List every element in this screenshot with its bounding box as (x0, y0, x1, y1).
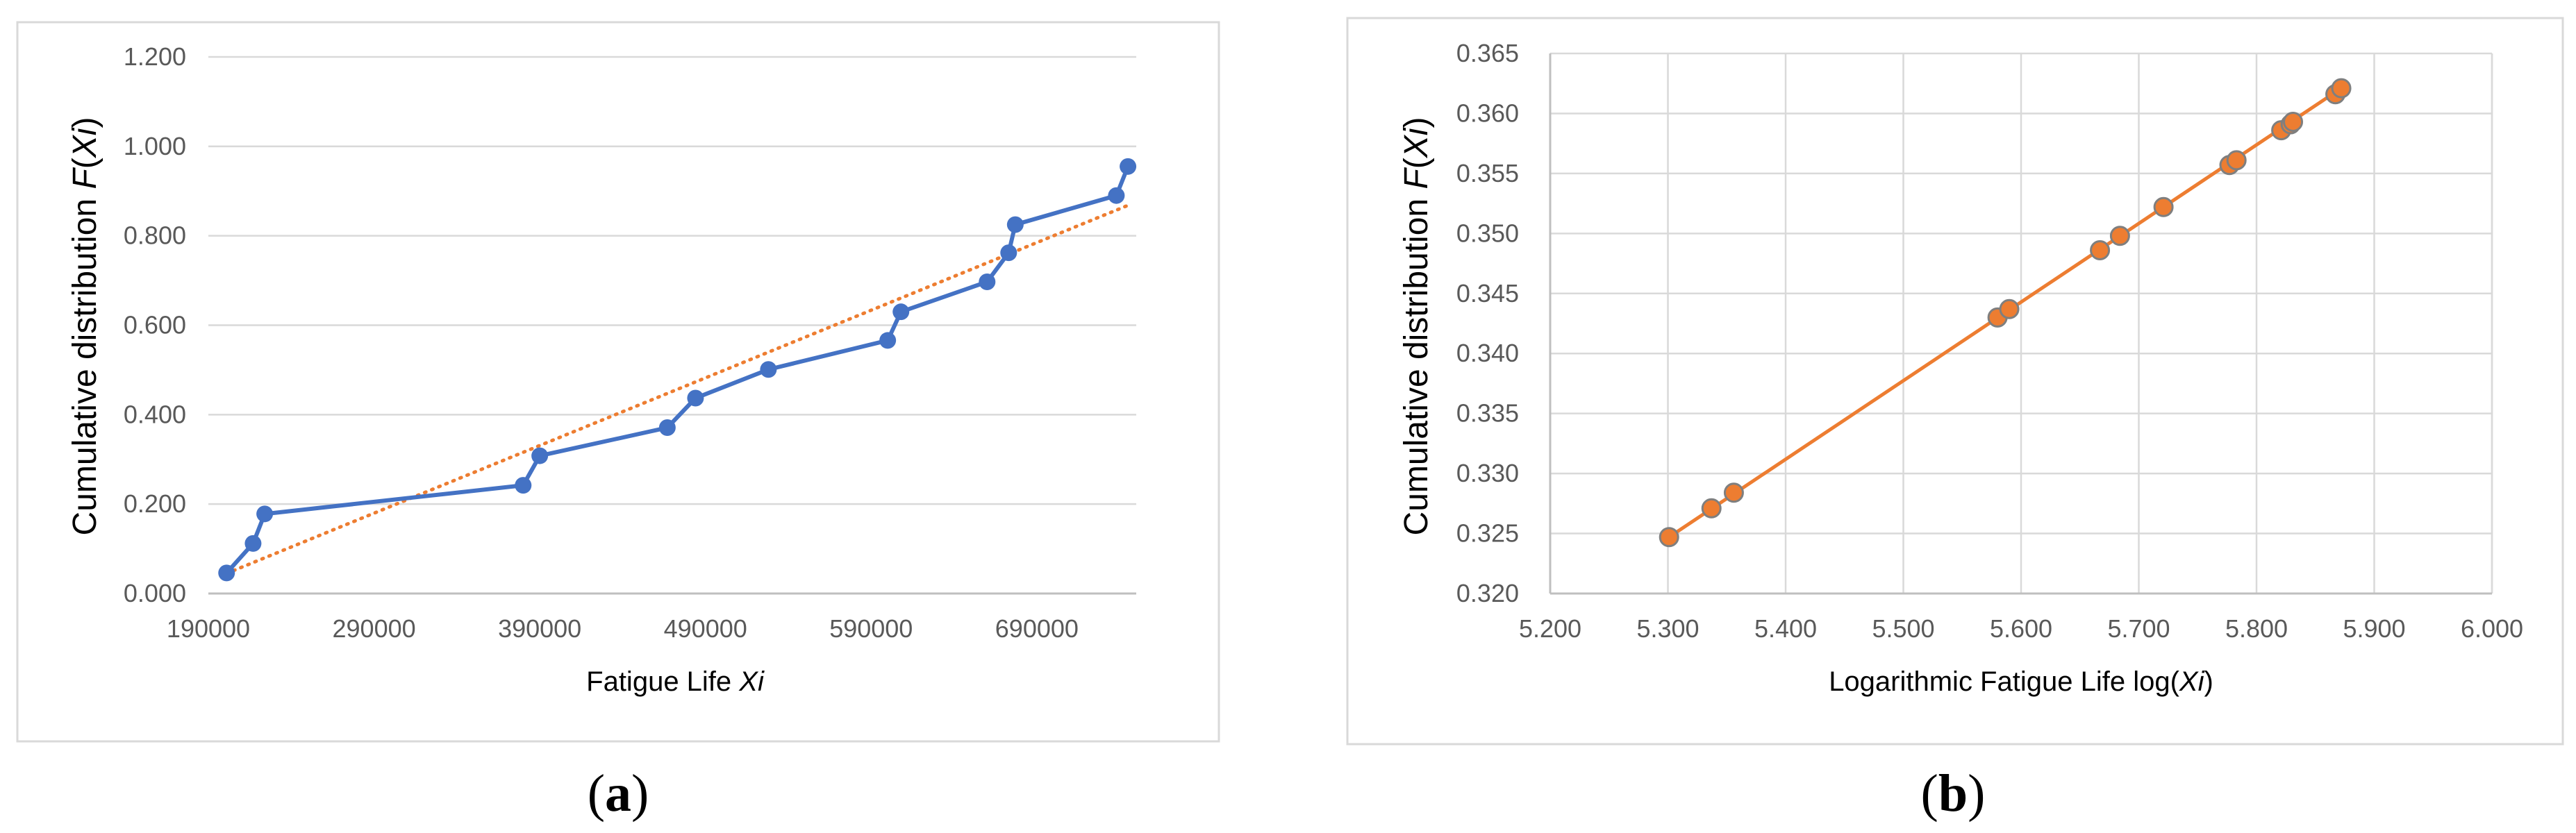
chart-b-x-tick-label: 5.400 (1754, 614, 1817, 643)
chart-a-data-point (1120, 158, 1137, 175)
chart-b-data-point (2226, 150, 2247, 171)
chart-a-series-group (218, 158, 1137, 582)
chart-a-data-point (256, 505, 274, 523)
chart-b-data-point (2090, 240, 2111, 261)
chart-b-data-point (1659, 527, 1679, 548)
chart-b-gridlines (1550, 52, 2493, 594)
chart-b-x-tick-label: 5.500 (1872, 614, 1934, 643)
chart-a-x-tick-label: 390000 (498, 614, 581, 643)
chart-b-x-tick-label: 5.600 (1990, 614, 2052, 643)
chart-a-data-point (1000, 244, 1017, 262)
chart-a-x-tick-label: 190000 (167, 614, 250, 643)
chart-a-x-tick-labels: 190000 290000 390000 490000 590000 690000 (167, 614, 1079, 643)
panel-a-label: (a) (588, 764, 649, 823)
chart-a-y-tick-label: 1.000 (124, 132, 186, 160)
chart-b-data-point (1999, 298, 2020, 319)
chart-b: 5.200 5.300 5.400 5.500 5.600 5.700 5.800 5.900… (1346, 17, 2564, 746)
chart-a-y-tick-label: 0.400 (124, 400, 186, 428)
chart-b-data-point (2331, 78, 2352, 99)
chart-a-y-tick-label: 0.000 (124, 579, 186, 607)
chart-a-y-tick-label: 1.200 (124, 42, 186, 71)
chart-a-x-tick-label: 490000 (664, 614, 747, 643)
chart-b-x-tick-labels: 5.200 5.300 5.400 5.500 5.600 5.700 5.800 5.900… (1519, 614, 2523, 643)
chart-a: 190000 290000 390000 490000 590000 690000 0.0… (16, 21, 1220, 743)
chart-a-data-point (515, 477, 532, 494)
chart-a-x-tick-label: 290000 (333, 614, 416, 643)
chart-a-trendline-group (224, 203, 1130, 575)
chart-a-data-point (1006, 216, 1024, 233)
chart-b-y-tick-label: 0.350 (1456, 219, 1519, 247)
chart-b-y-tick-label: 0.340 (1456, 339, 1519, 367)
chart-b-axes (1549, 53, 2492, 595)
chart-b-y-tick-label: 0.330 (1456, 459, 1519, 487)
chart-a-trendline (224, 203, 1130, 575)
chart-b-x-axis-label: Logarithmic Fatigue Life log(Xi) (1829, 666, 2213, 697)
chart-a-data-point (760, 361, 777, 378)
chart-b-x-tick-label: 5.900 (2343, 614, 2405, 643)
chart-a-data-point (879, 332, 897, 349)
chart-a-y-axis-label: Cumulative distribution F(Xi) (67, 117, 103, 536)
chart-b-y-axis-label: Cumulative distribution F(Xi) (1398, 117, 1435, 536)
chart-a-y-tick-label: 0.600 (124, 311, 186, 339)
chart-a-data-point (979, 274, 996, 291)
chart-a-y-tick-label: 0.200 (124, 489, 186, 518)
chart-b-y-tick-label: 0.320 (1456, 579, 1519, 607)
panel-b-label: (b) (1921, 764, 1986, 823)
chart-a-data-point (218, 564, 235, 582)
chart-a-data-point (658, 419, 676, 437)
chart-a-frame (16, 21, 1220, 743)
chart-b-y-tick-label: 0.335 (1456, 399, 1519, 428)
chart-b-y-tick-label: 0.365 (1456, 39, 1519, 67)
chart-a-data-point (244, 535, 262, 552)
chart-b-y-tick-label: 0.355 (1456, 159, 1519, 187)
chart-b-x-tick-label: 5.200 (1519, 614, 1581, 643)
chart-b-series-group (1659, 78, 2352, 548)
chart-b-data-point (1701, 498, 1722, 519)
chart-b-y-tick-label: 0.325 (1456, 519, 1519, 548)
chart-b-x-tick-label: 5.800 (2225, 614, 2288, 643)
chart-a-x-axis-label: Fatigue Life Xi (586, 666, 765, 697)
chart-b-y-tick-labels: 0.320 0.325 0.330 0.335 0.340 0.345 0.350 0.355… (1456, 39, 1519, 607)
chart-b-x-tick-label: 5.700 (2107, 614, 2170, 643)
chart-b-data-point (2153, 196, 2174, 217)
chart-a-data-point (687, 389, 704, 407)
chart-b-data-point (1723, 482, 1744, 503)
chart-b-data-point (2283, 112, 2304, 133)
chart-a-y-tick-labels: 0.000 0.200 0.400 0.600 0.800 1.000 1.200 (124, 42, 186, 607)
chart-b-data-point (2109, 226, 2130, 246)
chart-b-y-tick-label: 0.360 (1456, 99, 1519, 127)
chart-a-data-point (531, 447, 549, 464)
chart-a-x-tick-label: 590000 (829, 614, 913, 643)
chart-b-y-tick-label: 0.345 (1456, 279, 1519, 308)
chart-a-y-tick-label: 0.800 (124, 221, 186, 250)
chart-a-data-point (1108, 187, 1125, 204)
chart-b-x-tick-label: 5.300 (1636, 614, 1699, 643)
chart-a-x-tick-label: 690000 (995, 614, 1079, 643)
chart-a-data-point (892, 303, 910, 321)
chart-b-x-tick-label: 6.000 (2461, 614, 2523, 643)
